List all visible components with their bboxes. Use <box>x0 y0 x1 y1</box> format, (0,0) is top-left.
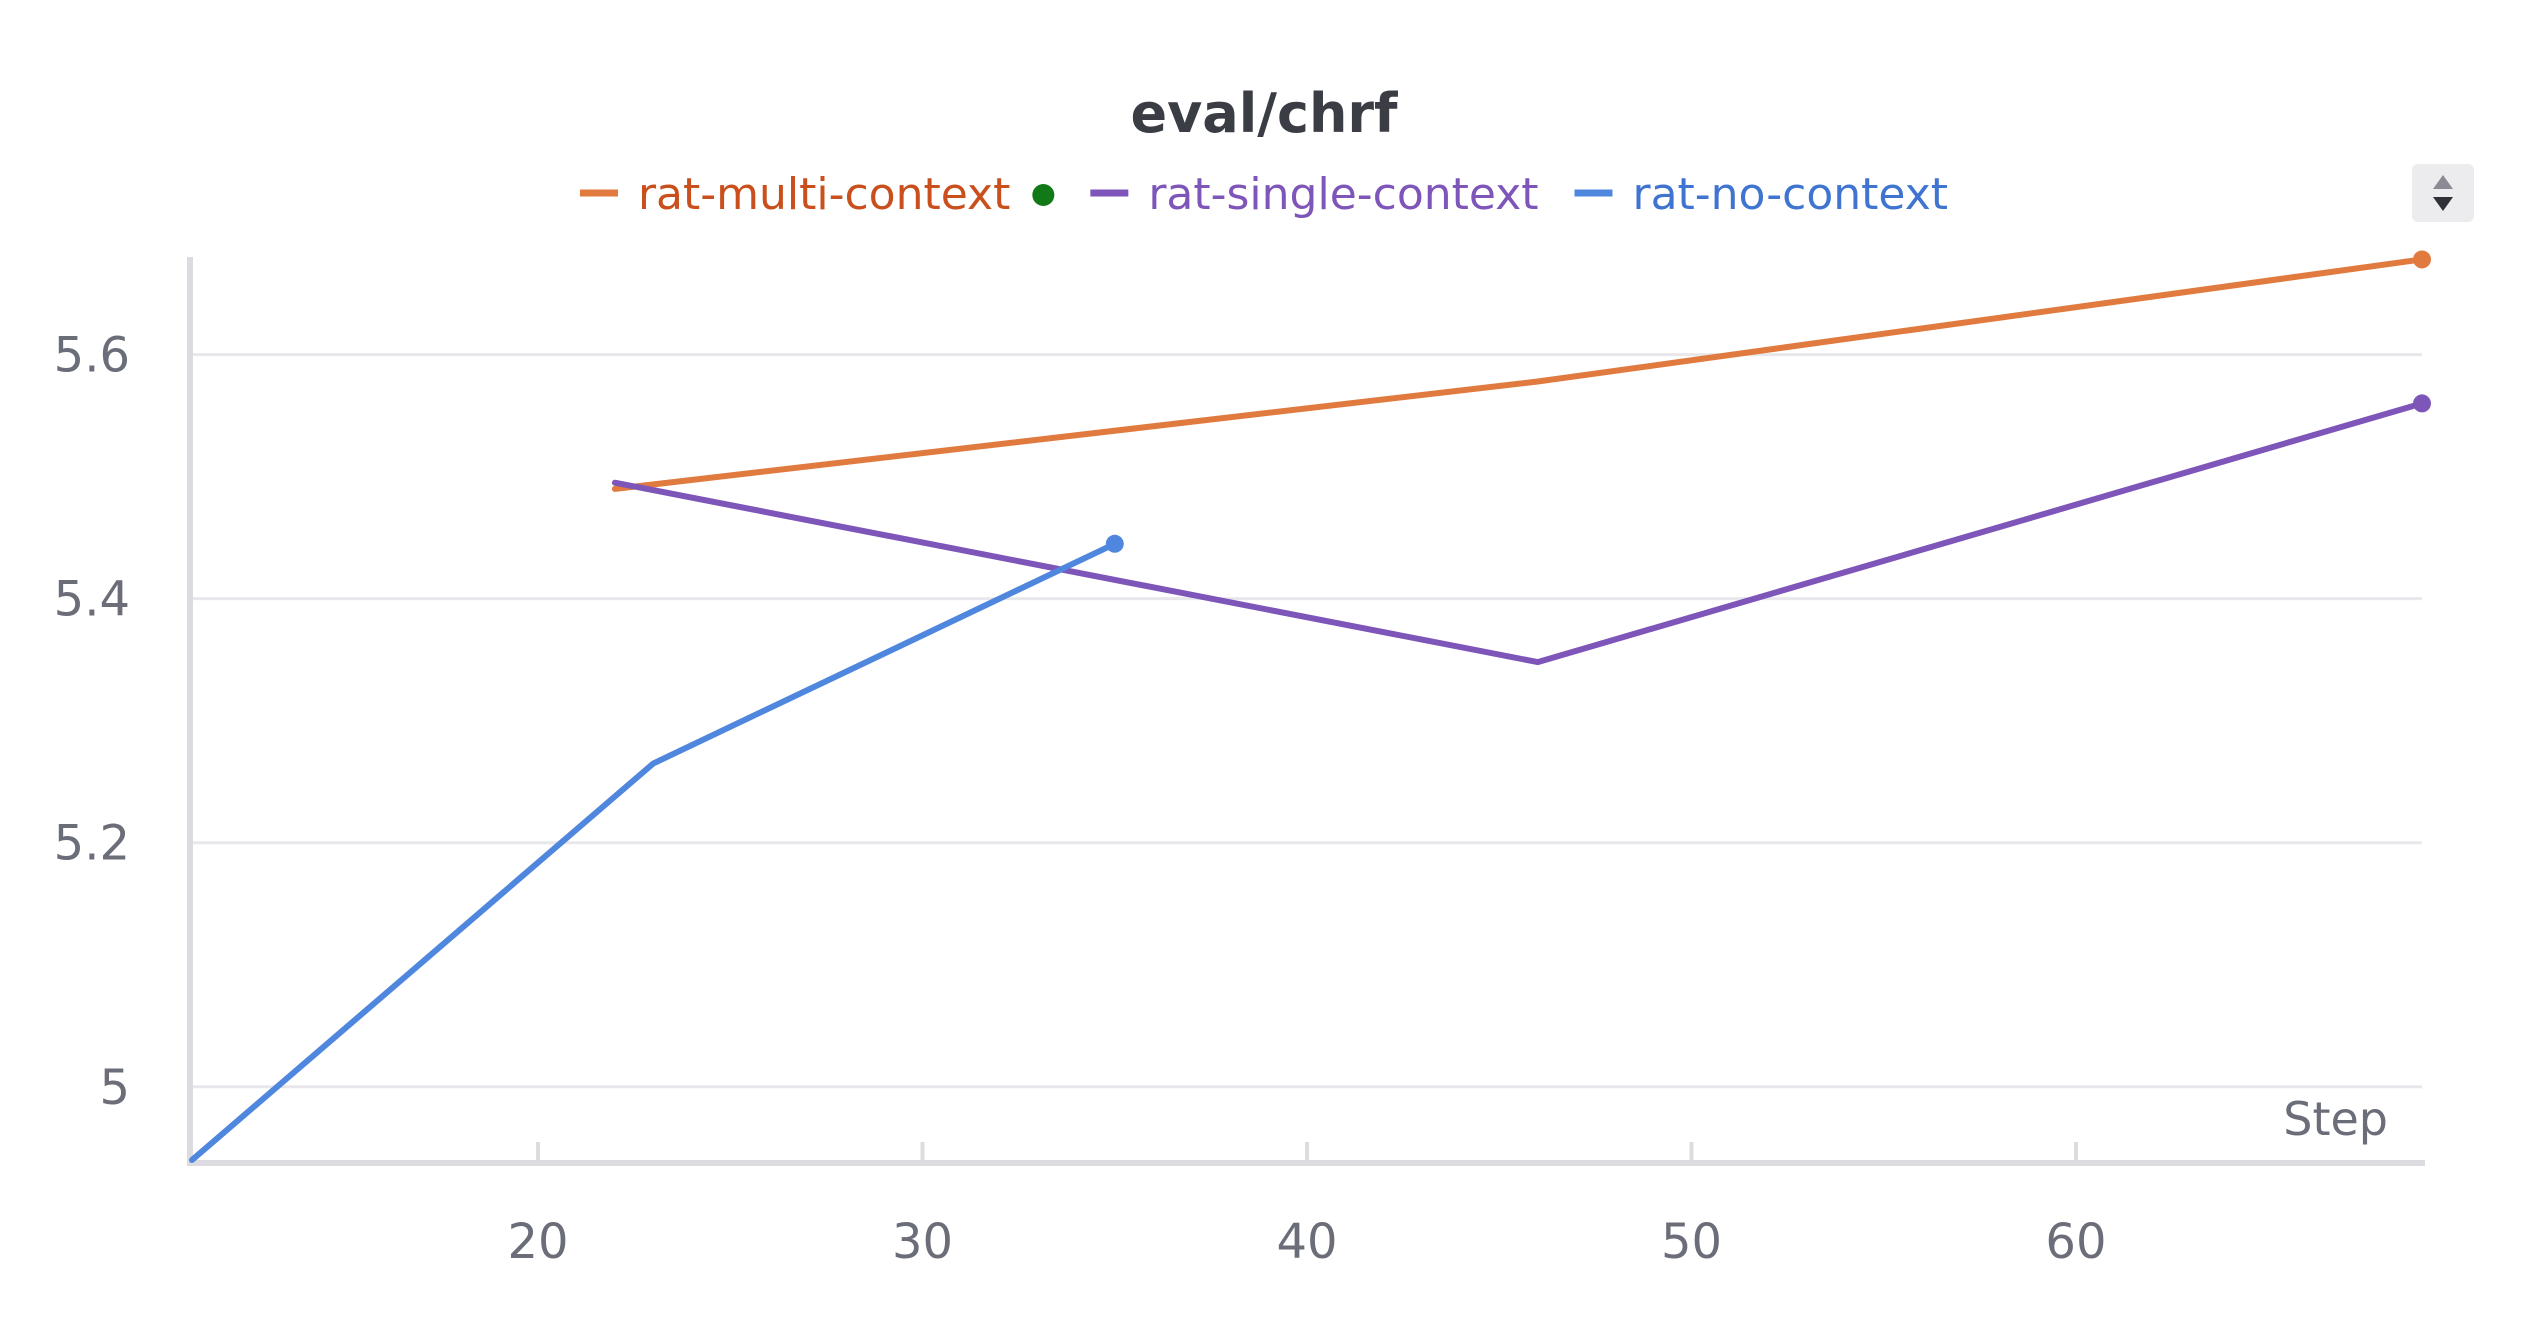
triangle-up-icon[interactable] <box>2433 175 2453 189</box>
y-tick-label: 5.2 <box>54 816 130 872</box>
series-line-rat-multi-context <box>611 256 2425 492</box>
x-axis-ticks: 20 30 40 50 60 <box>507 1142 2107 1270</box>
y-tick-label: 5 <box>99 1060 130 1116</box>
legend-label: rat-multi-context <box>638 169 1010 220</box>
legend-item[interactable]: rat-no-context <box>1574 169 1948 220</box>
series-layer <box>189 250 2431 1163</box>
axes <box>187 257 2425 1166</box>
legend-scroll-control[interactable] <box>2412 164 2474 222</box>
x-tick-label: 30 <box>892 1214 953 1270</box>
series-line-rat-single-context <box>611 400 2425 666</box>
legend-label: rat-no-context <box>1632 169 1948 220</box>
run-status-dot <box>1032 184 1055 206</box>
x-tick-label: 40 <box>1276 1214 1337 1270</box>
y-tick-label: 5.6 <box>54 328 130 384</box>
legend-label: rat-single-context <box>1148 169 1538 220</box>
data-point-rat-single-context <box>2413 394 2431 413</box>
series-line-rat-no-context <box>189 540 1118 1163</box>
chart-title: eval/chrf <box>1130 82 1398 145</box>
legend-scroll-background <box>2412 164 2474 222</box>
legend: rat-multi-context rat-single-context rat-n… <box>579 169 1948 220</box>
legend-item[interactable]: rat-multi-context <box>579 169 1055 220</box>
grid <box>192 353 2422 1089</box>
y-tick-label: 5.4 <box>54 572 130 628</box>
x-tick-label: 60 <box>2045 1214 2106 1270</box>
x-axis-label: Step <box>2283 1092 2388 1146</box>
x-tick-label: 50 <box>1661 1214 1722 1270</box>
y-axis-ticks: 5 5.2 5.4 5.6 <box>54 328 130 1116</box>
x-tick-label: 20 <box>507 1214 568 1270</box>
triangle-down-icon[interactable] <box>2433 197 2453 211</box>
legend-item[interactable]: rat-single-context <box>1090 169 1538 220</box>
data-point-rat-multi-context <box>2413 250 2431 269</box>
data-point-rat-no-context <box>1105 534 1124 553</box>
